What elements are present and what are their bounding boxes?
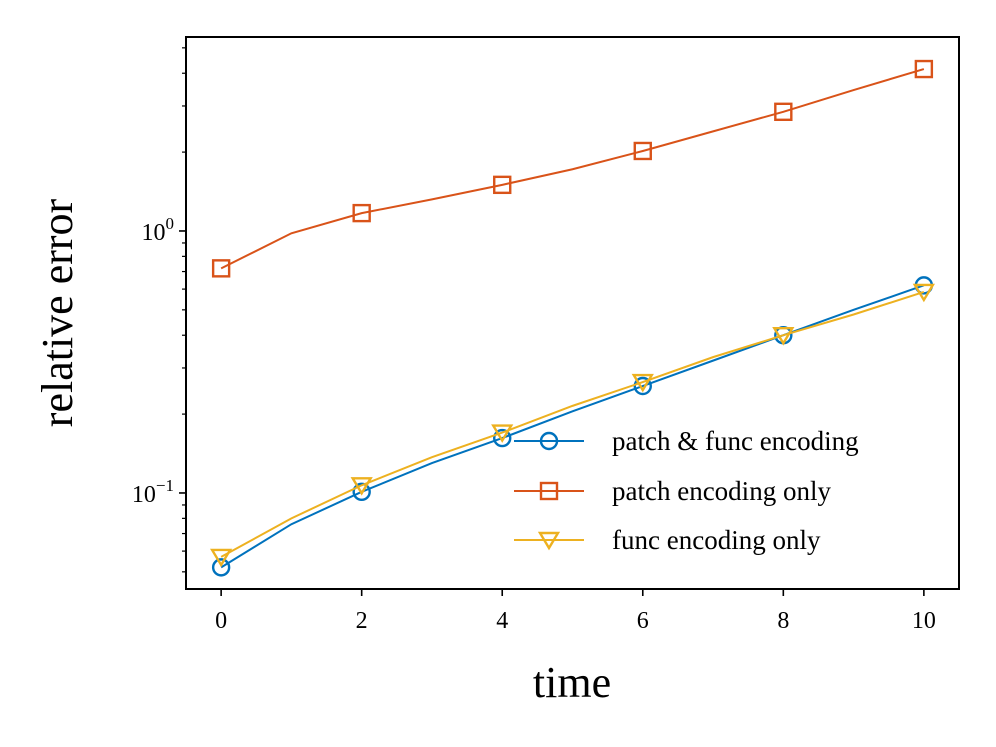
legend-marker [539, 431, 559, 451]
y-axis-label: relative error [33, 198, 82, 427]
data-point-func-encoding-only [350, 477, 373, 496]
data-point-patch-encoding-only [914, 59, 934, 79]
data-point-func-encoding-only [491, 424, 514, 443]
series-layer [210, 59, 935, 577]
series-line-patch-func-encoding [220, 284, 925, 569]
legend-marker [537, 531, 561, 551]
data-point-patch-encoding-only [633, 141, 652, 161]
x-tick-label: 10 [912, 608, 936, 634]
x-tick-label: 0 [215, 608, 227, 634]
legend-marker [539, 481, 559, 501]
x-axis-label: time [533, 658, 611, 707]
x-tick-label: 6 [637, 608, 649, 634]
series-line-patch-encoding-only [220, 68, 925, 270]
data-point-func-encoding-only [631, 373, 654, 393]
data-point-patch-encoding-only [352, 203, 371, 223]
series-line-func-encoding-only [220, 291, 925, 558]
data-point-func-encoding-only [210, 548, 233, 568]
x-tick-label: 8 [777, 608, 789, 634]
data-point-func-encoding-only [772, 327, 795, 346]
data-point-patch-encoding-only [774, 102, 793, 122]
data-point-patch-func-encoding [352, 482, 371, 502]
data-point-patch-func-encoding [211, 558, 231, 577]
y-tick-label: 100 [142, 214, 175, 246]
data-point-patch-encoding-only [211, 259, 231, 278]
y-tick-label: 10−1 [132, 476, 174, 508]
data-point-patch-encoding-only [493, 175, 512, 195]
legend-label: func encoding only [612, 525, 821, 555]
x-tick-label: 2 [356, 608, 368, 634]
ticks-layer: 0 2 4 6 8 10 10−1 100 [132, 47, 936, 634]
legend-label: patch encoding only [612, 476, 831, 506]
legend-label: patch & func encoding [612, 426, 859, 456]
data-point-patch-func-encoding [633, 376, 652, 396]
data-point-func-encoding-only [912, 283, 935, 303]
plot-area-frame [185, 36, 960, 590]
data-point-patch-func-encoding [493, 428, 512, 448]
x-tick-label: 4 [496, 608, 508, 634]
legend: patch & func encoding patch encoding only… [514, 426, 859, 555]
